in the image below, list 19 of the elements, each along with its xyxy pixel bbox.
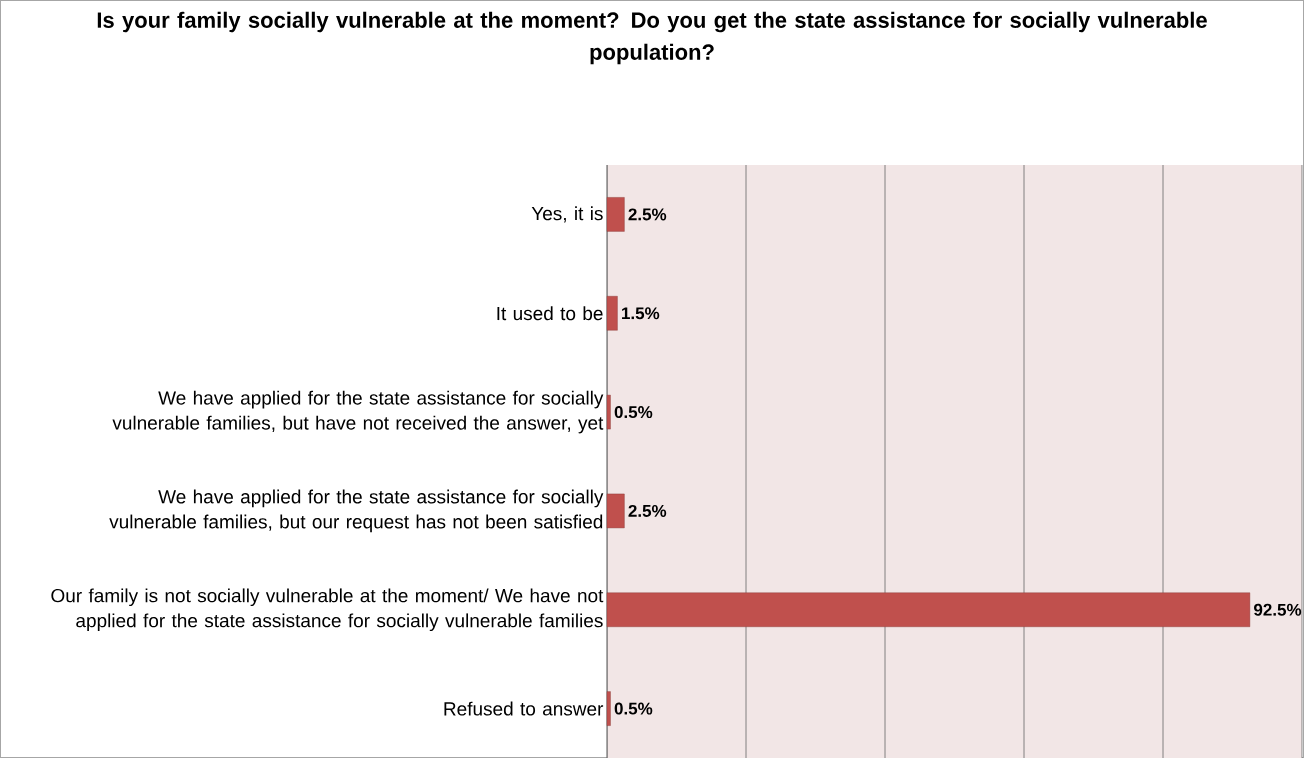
y-tick-label: We have applied for the state assistance for socially vulnerable families, but have not received the answer, yet — [112, 390, 604, 434]
bar — [606, 394, 611, 430]
bar — [606, 592, 1251, 627]
bar — [606, 691, 611, 726]
data-label: 0.5% — [614, 702, 653, 715]
y-tick-label: We have applied for the state assistance for socially vulnerable families, but our request has not been satisfied — [109, 489, 604, 533]
bar — [606, 296, 618, 331]
y-tick-label: Yes, it is — [531, 206, 603, 223]
bar — [606, 493, 625, 529]
y-tick-label: It used to be — [497, 306, 603, 321]
data-label: 92.5% — [1254, 603, 1302, 616]
data-label: 0.5% — [614, 406, 653, 419]
y-tick-label: Our family is not socially vulnerable at the moment/ We have not applied for the state assistance for socially vulnerable families — [51, 588, 604, 632]
bar — [606, 197, 625, 232]
chart-title: Is your family socially vulnerable at the moment? Do you get the state assistance for socially vulnerable population? — [97, 11, 1207, 65]
y-tick-label: Refused to answer — [444, 701, 604, 716]
data-label: 1.5% — [622, 307, 660, 320]
data-label: 2.5% — [628, 504, 667, 517]
data-label: 2.5% — [628, 208, 667, 221]
